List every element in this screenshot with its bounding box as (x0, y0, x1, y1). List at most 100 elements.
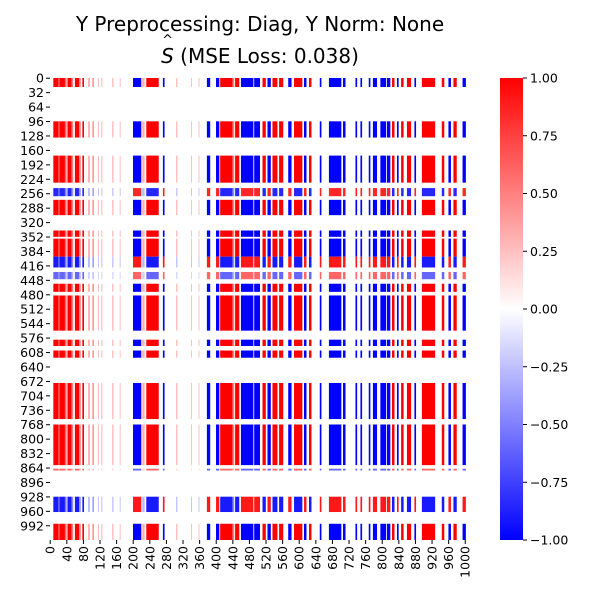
x-tick-label: 760 (358, 546, 373, 570)
heatmap-cell (401, 523, 404, 540)
heatmap-cell (396, 155, 399, 183)
heatmap-cell (53, 295, 59, 331)
heatmap-cell (59, 496, 65, 513)
heatmap-cell (387, 155, 391, 183)
heatmap-cell (360, 339, 363, 346)
heatmap-cell (176, 283, 178, 292)
heatmap-cell (235, 496, 240, 513)
heatmap-cell (92, 199, 94, 216)
heatmap-cell (88, 78, 90, 88)
y-tick-label: 96 (28, 114, 44, 129)
heatmap-cell (58, 496, 60, 513)
heatmap-cell (272, 468, 278, 471)
heatmap-cell (421, 188, 436, 197)
heatmap-cell (53, 468, 59, 471)
heatmap-cell (391, 199, 395, 216)
colorbar-tick-label: 0.00 (530, 302, 558, 317)
heatmap-cell (328, 382, 342, 420)
heatmap-cell (79, 230, 81, 237)
heatmap-cell (462, 199, 466, 216)
heatmap-cell (288, 199, 292, 216)
heatmap-cell (421, 272, 436, 280)
heatmap-cell (267, 339, 271, 346)
heatmap-cell (401, 382, 404, 420)
heatmap-cell (176, 339, 178, 346)
heatmap-cell (64, 424, 67, 466)
heatmap-cell (133, 283, 142, 292)
heatmap-cell (401, 295, 404, 331)
heatmap-cell (355, 272, 358, 280)
heatmap-cell (343, 523, 346, 540)
heatmap-cell (272, 523, 278, 540)
heatmap-cell (191, 199, 192, 216)
heatmap-cell (216, 424, 220, 466)
y-tick-label: 704 (20, 388, 44, 403)
y-tick-label: 736 (20, 403, 44, 418)
heatmap-cell (142, 272, 145, 280)
heatmap-cell (142, 382, 145, 420)
heatmap-cell (216, 78, 220, 88)
heatmap-cell (254, 238, 261, 257)
heatmap-cell (142, 523, 145, 540)
heatmap-cell (391, 382, 395, 420)
heatmap-cell (448, 188, 451, 197)
heatmap-cell (59, 78, 65, 88)
heatmap-cell (240, 350, 254, 358)
heatmap-cell (391, 188, 395, 197)
heatmap-cell (387, 256, 391, 268)
heatmap-cell (254, 382, 261, 420)
heatmap-cell (453, 523, 457, 540)
heatmap-cell (58, 155, 60, 183)
heatmap-cell (53, 350, 59, 358)
x-tick-label: 280 (159, 546, 174, 570)
heatmap-cell (401, 468, 404, 471)
heatmap-cell (82, 121, 85, 138)
heatmap-cell (88, 468, 90, 471)
heatmap-cell (98, 78, 99, 88)
heatmap-cell (240, 199, 254, 216)
heatmap-cell (272, 382, 278, 420)
heatmap-cell (368, 230, 371, 237)
heatmap-cell (380, 188, 387, 197)
heatmap-cell (112, 496, 114, 513)
heatmap-cell (216, 496, 220, 513)
heatmap-cell (288, 382, 292, 420)
heatmap-cell (380, 230, 387, 237)
heatmap-cell (162, 272, 165, 280)
heatmap-cell (288, 295, 292, 331)
heatmap-cell (162, 199, 165, 216)
heatmap-cell (308, 199, 312, 216)
heatmap-cell (142, 238, 145, 257)
heatmap-cell (355, 339, 358, 346)
heatmap-cell (235, 121, 240, 138)
heatmap-cell (279, 468, 284, 471)
y-tick-label: 384 (20, 244, 44, 259)
heatmap-cell (191, 382, 192, 420)
heatmap-cell (220, 339, 233, 346)
heatmap-cell (391, 424, 395, 466)
heatmap-cell (288, 78, 292, 88)
heatmap-cell (162, 424, 165, 466)
heatmap-cell (319, 523, 322, 540)
heatmap-cell (380, 155, 387, 183)
heatmap-cell (391, 272, 395, 280)
heatmap-cell (82, 199, 85, 216)
heatmap-cell (343, 199, 346, 216)
heatmap-cell (216, 272, 220, 280)
heatmap-cell (112, 283, 114, 292)
heatmap-cell (133, 188, 142, 197)
heatmap-cell (142, 78, 145, 88)
heatmap-cell (235, 523, 240, 540)
heatmap-cell (406, 295, 412, 331)
heatmap-cell (206, 283, 211, 292)
heatmap-cell (448, 523, 451, 540)
heatmap-cell (79, 339, 81, 346)
heatmap-cell (74, 424, 80, 466)
heatmap-cell (176, 78, 178, 88)
heatmap-cell (112, 382, 114, 420)
heatmap-cell (372, 155, 378, 183)
heatmap-cell (319, 272, 322, 280)
heatmap-cell (53, 272, 59, 280)
heatmap-cell (146, 339, 159, 346)
heatmap-cell (368, 468, 371, 471)
